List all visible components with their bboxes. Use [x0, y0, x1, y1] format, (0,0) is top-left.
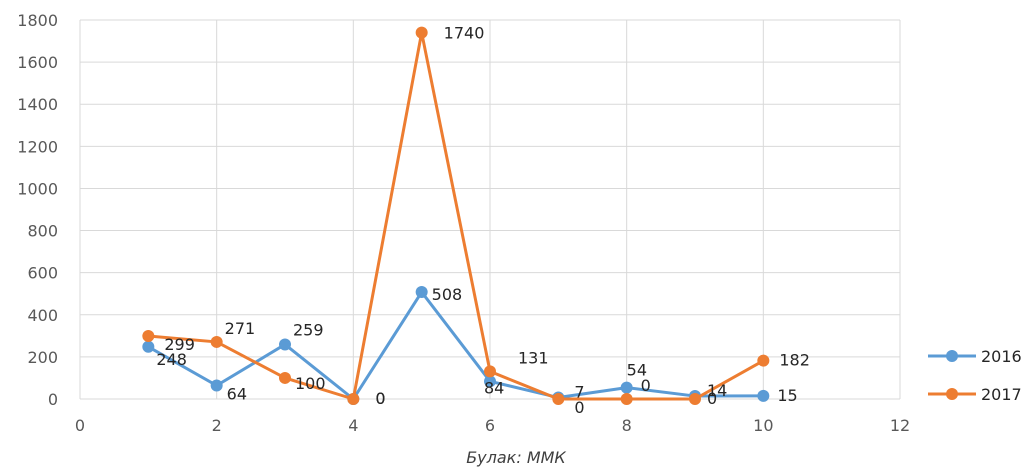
legend-marker-2017 — [946, 388, 958, 400]
legend-marker-2016 — [946, 350, 958, 362]
data-point-2017 — [142, 330, 155, 343]
data-label-2016: 14 — [707, 381, 727, 400]
data-point-2016 — [142, 340, 155, 353]
data-labels: 248 64 259 0 508 84 7 54 14 15 299 271 100 0 1740 131 0 0… — [156, 24, 810, 417]
data-label-2016: 0 — [375, 389, 385, 408]
y-tick-label: 200 — [27, 348, 58, 367]
data-label-2017: 0 — [574, 398, 584, 417]
data-label-2016: 54 — [627, 361, 647, 380]
data-label-2016: 15 — [777, 386, 797, 405]
data-label-2016: 7 — [574, 383, 584, 402]
data-label-2017: 182 — [779, 351, 810, 370]
series-line-2016 — [147, 290, 764, 401]
data-label-2016: 259 — [293, 320, 324, 339]
x-tick-label: 0 — [75, 416, 85, 435]
y-tick-label: 1800 — [17, 11, 58, 30]
x-axis-ticks: 0 2 4 6 8 10 12 — [75, 416, 910, 435]
data-label-2017: 131 — [518, 348, 549, 367]
data-point-2017 — [210, 335, 223, 348]
data-label-2017: 0 — [641, 376, 651, 395]
series-layer — [142, 26, 770, 405]
data-label-2017: 1740 — [444, 24, 485, 43]
y-tick-label: 1000 — [17, 179, 58, 198]
legend-label-2016: 2016 — [981, 347, 1022, 366]
legend-label-2017: 2017 — [981, 385, 1022, 404]
data-point-2016 — [210, 379, 223, 392]
data-label-2016: 508 — [432, 285, 463, 304]
x-tick-label: 10 — [753, 416, 773, 435]
data-point-2016 — [279, 338, 291, 351]
y-tick-label: 0 — [48, 390, 58, 409]
data-label-2016: 84 — [484, 378, 504, 397]
data-point-2016 — [620, 381, 633, 394]
data-point-2017 — [415, 26, 428, 39]
legend: 2016 2017 — [928, 347, 1022, 404]
x-tick-label: 12 — [890, 416, 910, 435]
y-tick-label: 800 — [27, 222, 58, 241]
y-tick-label: 1200 — [17, 137, 58, 156]
y-tick-label: 1400 — [17, 95, 58, 114]
grid-lines — [79, 19, 901, 400]
data-label-2017: 271 — [225, 319, 256, 338]
data-label-2017: 0 — [375, 389, 385, 408]
x-tick-label: 8 — [622, 416, 632, 435]
x-tick-label: 4 — [348, 416, 358, 435]
y-tick-label: 400 — [27, 306, 58, 325]
y-axis-ticks: 0 200 400 600 800 1000 1200 1400 1600 1800 — [17, 11, 58, 409]
data-point-2017 — [484, 365, 496, 378]
data-label-2016: 248 — [156, 350, 187, 369]
data-point-2017 — [552, 393, 565, 405]
y-tick-label: 1600 — [17, 53, 58, 72]
x-tick-label: 6 — [485, 416, 495, 435]
data-point-2016 — [484, 375, 496, 388]
data-point-2017 — [757, 354, 770, 367]
data-point-2016 — [757, 389, 770, 402]
y-tick-label: 600 — [27, 264, 58, 283]
series-line-2017 — [148, 31, 765, 401]
data-label-2017: 100 — [295, 374, 326, 393]
data-point-2016 — [415, 286, 428, 299]
data-point-2017 — [620, 393, 633, 405]
data-label-2017: 299 — [164, 335, 195, 354]
data-label-2016: 64 — [227, 385, 247, 404]
data-label-2017: 0 — [707, 389, 717, 408]
source-note: Булак: ММК — [466, 448, 566, 467]
data-point-2017 — [347, 393, 360, 405]
x-tick-label: 2 — [212, 416, 222, 435]
data-point-2017 — [689, 393, 701, 405]
data-point-2017 — [279, 371, 291, 384]
